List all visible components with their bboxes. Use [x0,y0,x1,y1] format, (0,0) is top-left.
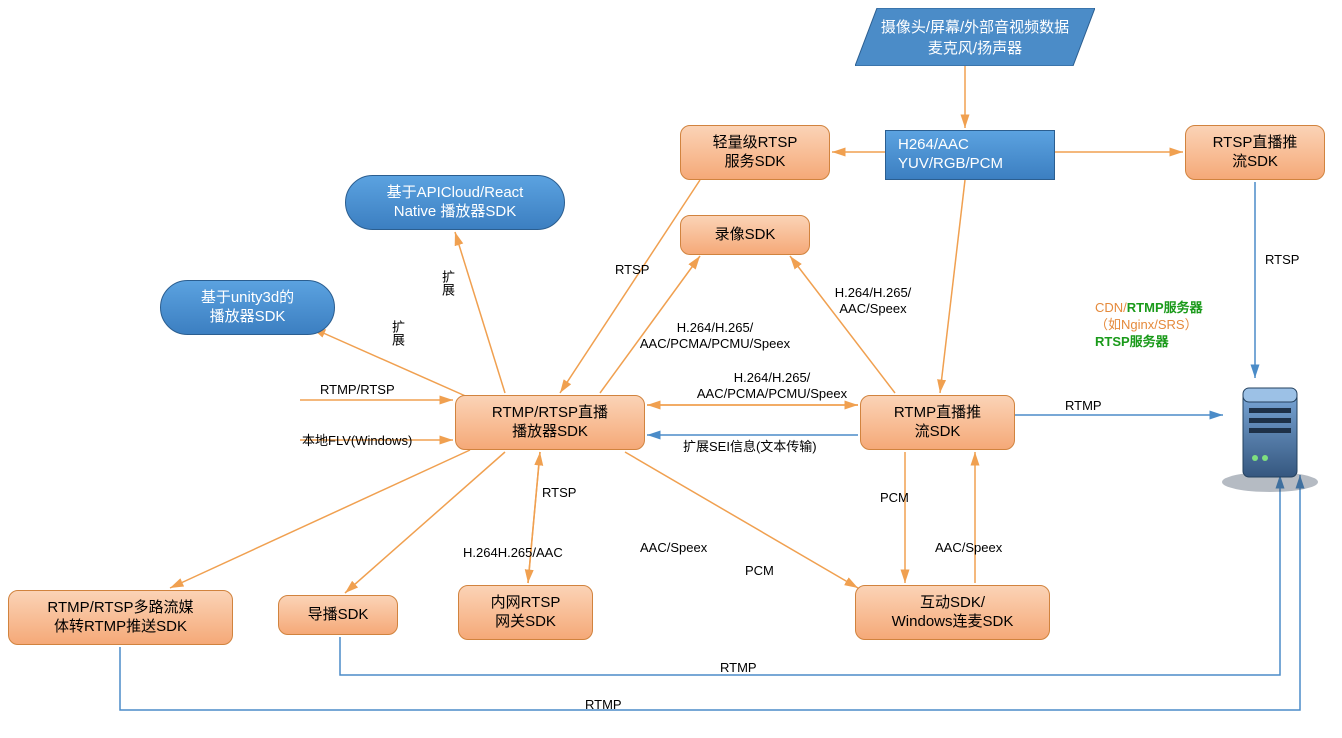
label-h264-speex: H.264/H.265/ AAC/Speex [808,285,938,316]
node-director-sdk: 导播SDK [278,595,398,635]
label-aac-speex-1: AAC/Speex [640,540,707,555]
codec-line1: H264/AAC [898,136,969,155]
capture-line1: 摄像头/屏幕/外部音视频数据 [881,16,1069,37]
label-rtmp-2: RTMP [720,660,757,675]
node-record-sdk: 录像SDK [680,215,810,255]
rtsp-push-line1: RTSP直播推 [1213,134,1298,153]
capture-line2: 麦克风/扬声器 [928,37,1022,58]
intranet-line1: 内网RTSP [491,594,561,613]
label-rtmp-1: RTMP [1065,398,1102,413]
rtmp-player-line2: 播放器SDK [512,423,588,442]
rtsp-light-line1: 轻量级RTSP [713,134,798,153]
label-flv-in: 本地FLV(Windows) [302,430,412,449]
node-rtsp-light: 轻量级RTSP 服务SDK [680,125,830,180]
label-extend-2: 扩展 [388,320,407,346]
label-pcm-1: PCM [880,490,909,505]
intranet-line2: 网关SDK [495,613,556,632]
label-extend-1: 扩展 [438,270,457,296]
rtsp-push-line2: 流SDK [1232,153,1278,172]
node-rtmp-player: RTMP/RTSP直播 播放器SDK [455,395,645,450]
node-interact-sdk: 互动SDK/ Windows连麦SDK [855,585,1050,640]
node-api-cloud: 基于APICloud/React Native 播放器SDK [345,175,565,230]
label-h264-1: H.264/H.265/ AAC/PCMA/PCMU/Speex [615,320,815,351]
api-cloud-line1: 基于APICloud/React [387,184,524,203]
interact-line2: Windows连麦SDK [892,613,1014,632]
node-unity3d: 基于unity3d的 播放器SDK [160,280,335,335]
node-rtsp-push: RTSP直播推 流SDK [1185,125,1325,180]
rtmp-push-line2: 流SDK [915,423,961,442]
label-rtsp-3: RTSP [1265,252,1299,267]
label-pcm-2: PCM [745,563,774,578]
rtsp-light-line2: 服务SDK [725,153,786,172]
director-label: 导播SDK [308,606,369,625]
codec-line2: YUV/RGB/PCM [898,155,1003,174]
server-rtmp: RTMP服务器 [1127,300,1203,315]
label-rtmp-3: RTMP [585,697,622,712]
api-cloud-line2: Native 播放器SDK [394,203,517,222]
label-rtmp-rtsp-in: RTMP/RTSP [320,382,395,397]
multi-relay-line1: RTMP/RTSP多路流媒 [47,599,193,618]
record-label: 录像SDK [715,226,776,245]
server-labels: CDN/RTMP服务器 （如Nginx/SRS） RTSP服务器 [1095,300,1203,351]
label-sei: 扩展SEI信息(文本传输) [683,436,817,455]
label-rtsp-1: RTSP [615,262,649,277]
rtmp-push-line1: RTMP直播推 [894,404,981,423]
server-nginx: （如Nginx/SRS） [1095,317,1198,332]
multi-relay-line2: 体转RTMP推送SDK [54,618,187,637]
node-rtmp-push: RTMP直播推 流SDK [860,395,1015,450]
node-intranet-rtsp: 内网RTSP 网关SDK [458,585,593,640]
interact-line1: 互动SDK/ [920,594,985,613]
label-rtsp-2: RTSP [542,485,576,500]
node-capture-source: 摄像头/屏幕/外部音视频数据 麦克风/扬声器 [855,8,1095,66]
unity3d-line1: 基于unity3d的 [201,289,294,308]
server-cdn: CDN/ [1095,300,1127,315]
rtmp-player-line1: RTMP/RTSP直播 [492,404,608,423]
node-codec: H264/AAC YUV/RGB/PCM [885,130,1055,180]
label-h264-3: H.264H.265/AAC [463,545,563,560]
server-rtsp: RTSP服务器 [1095,334,1169,349]
node-multi-relay: RTMP/RTSP多路流媒 体转RTMP推送SDK [8,590,233,645]
unity3d-line2: 播放器SDK [210,308,286,327]
label-h264-2: H.264/H.265/ AAC/PCMA/PCMU/Speex [672,370,872,401]
label-aac-speex-2: AAC/Speex [935,540,1002,555]
